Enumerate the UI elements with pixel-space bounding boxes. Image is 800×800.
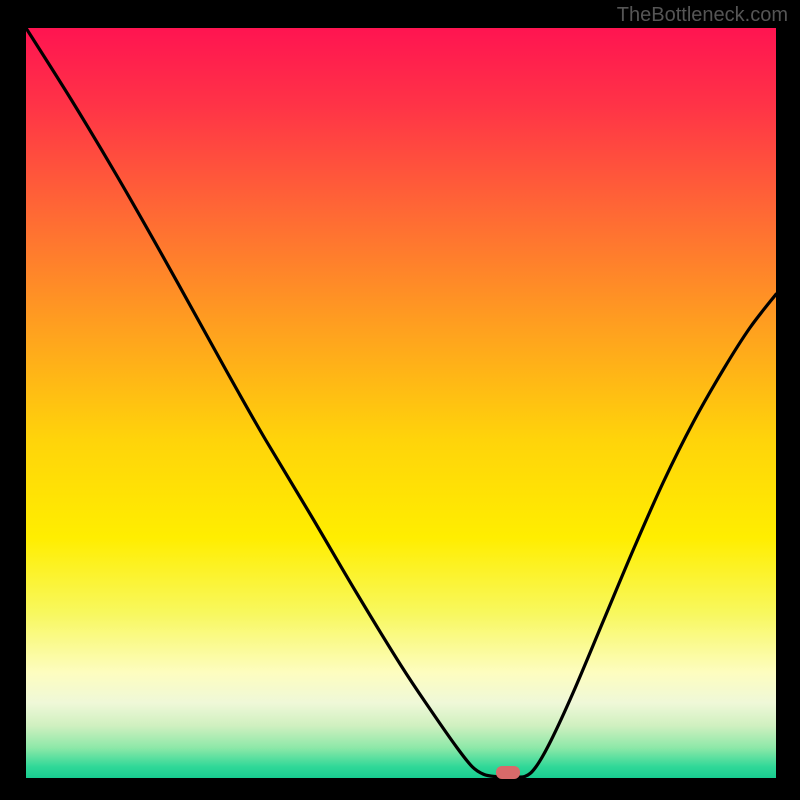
- chart-curve: [26, 28, 776, 778]
- watermark-text: TheBottleneck.com: [617, 4, 788, 27]
- chart-plot-area: [26, 28, 776, 778]
- chart-marker-point: [496, 766, 520, 779]
